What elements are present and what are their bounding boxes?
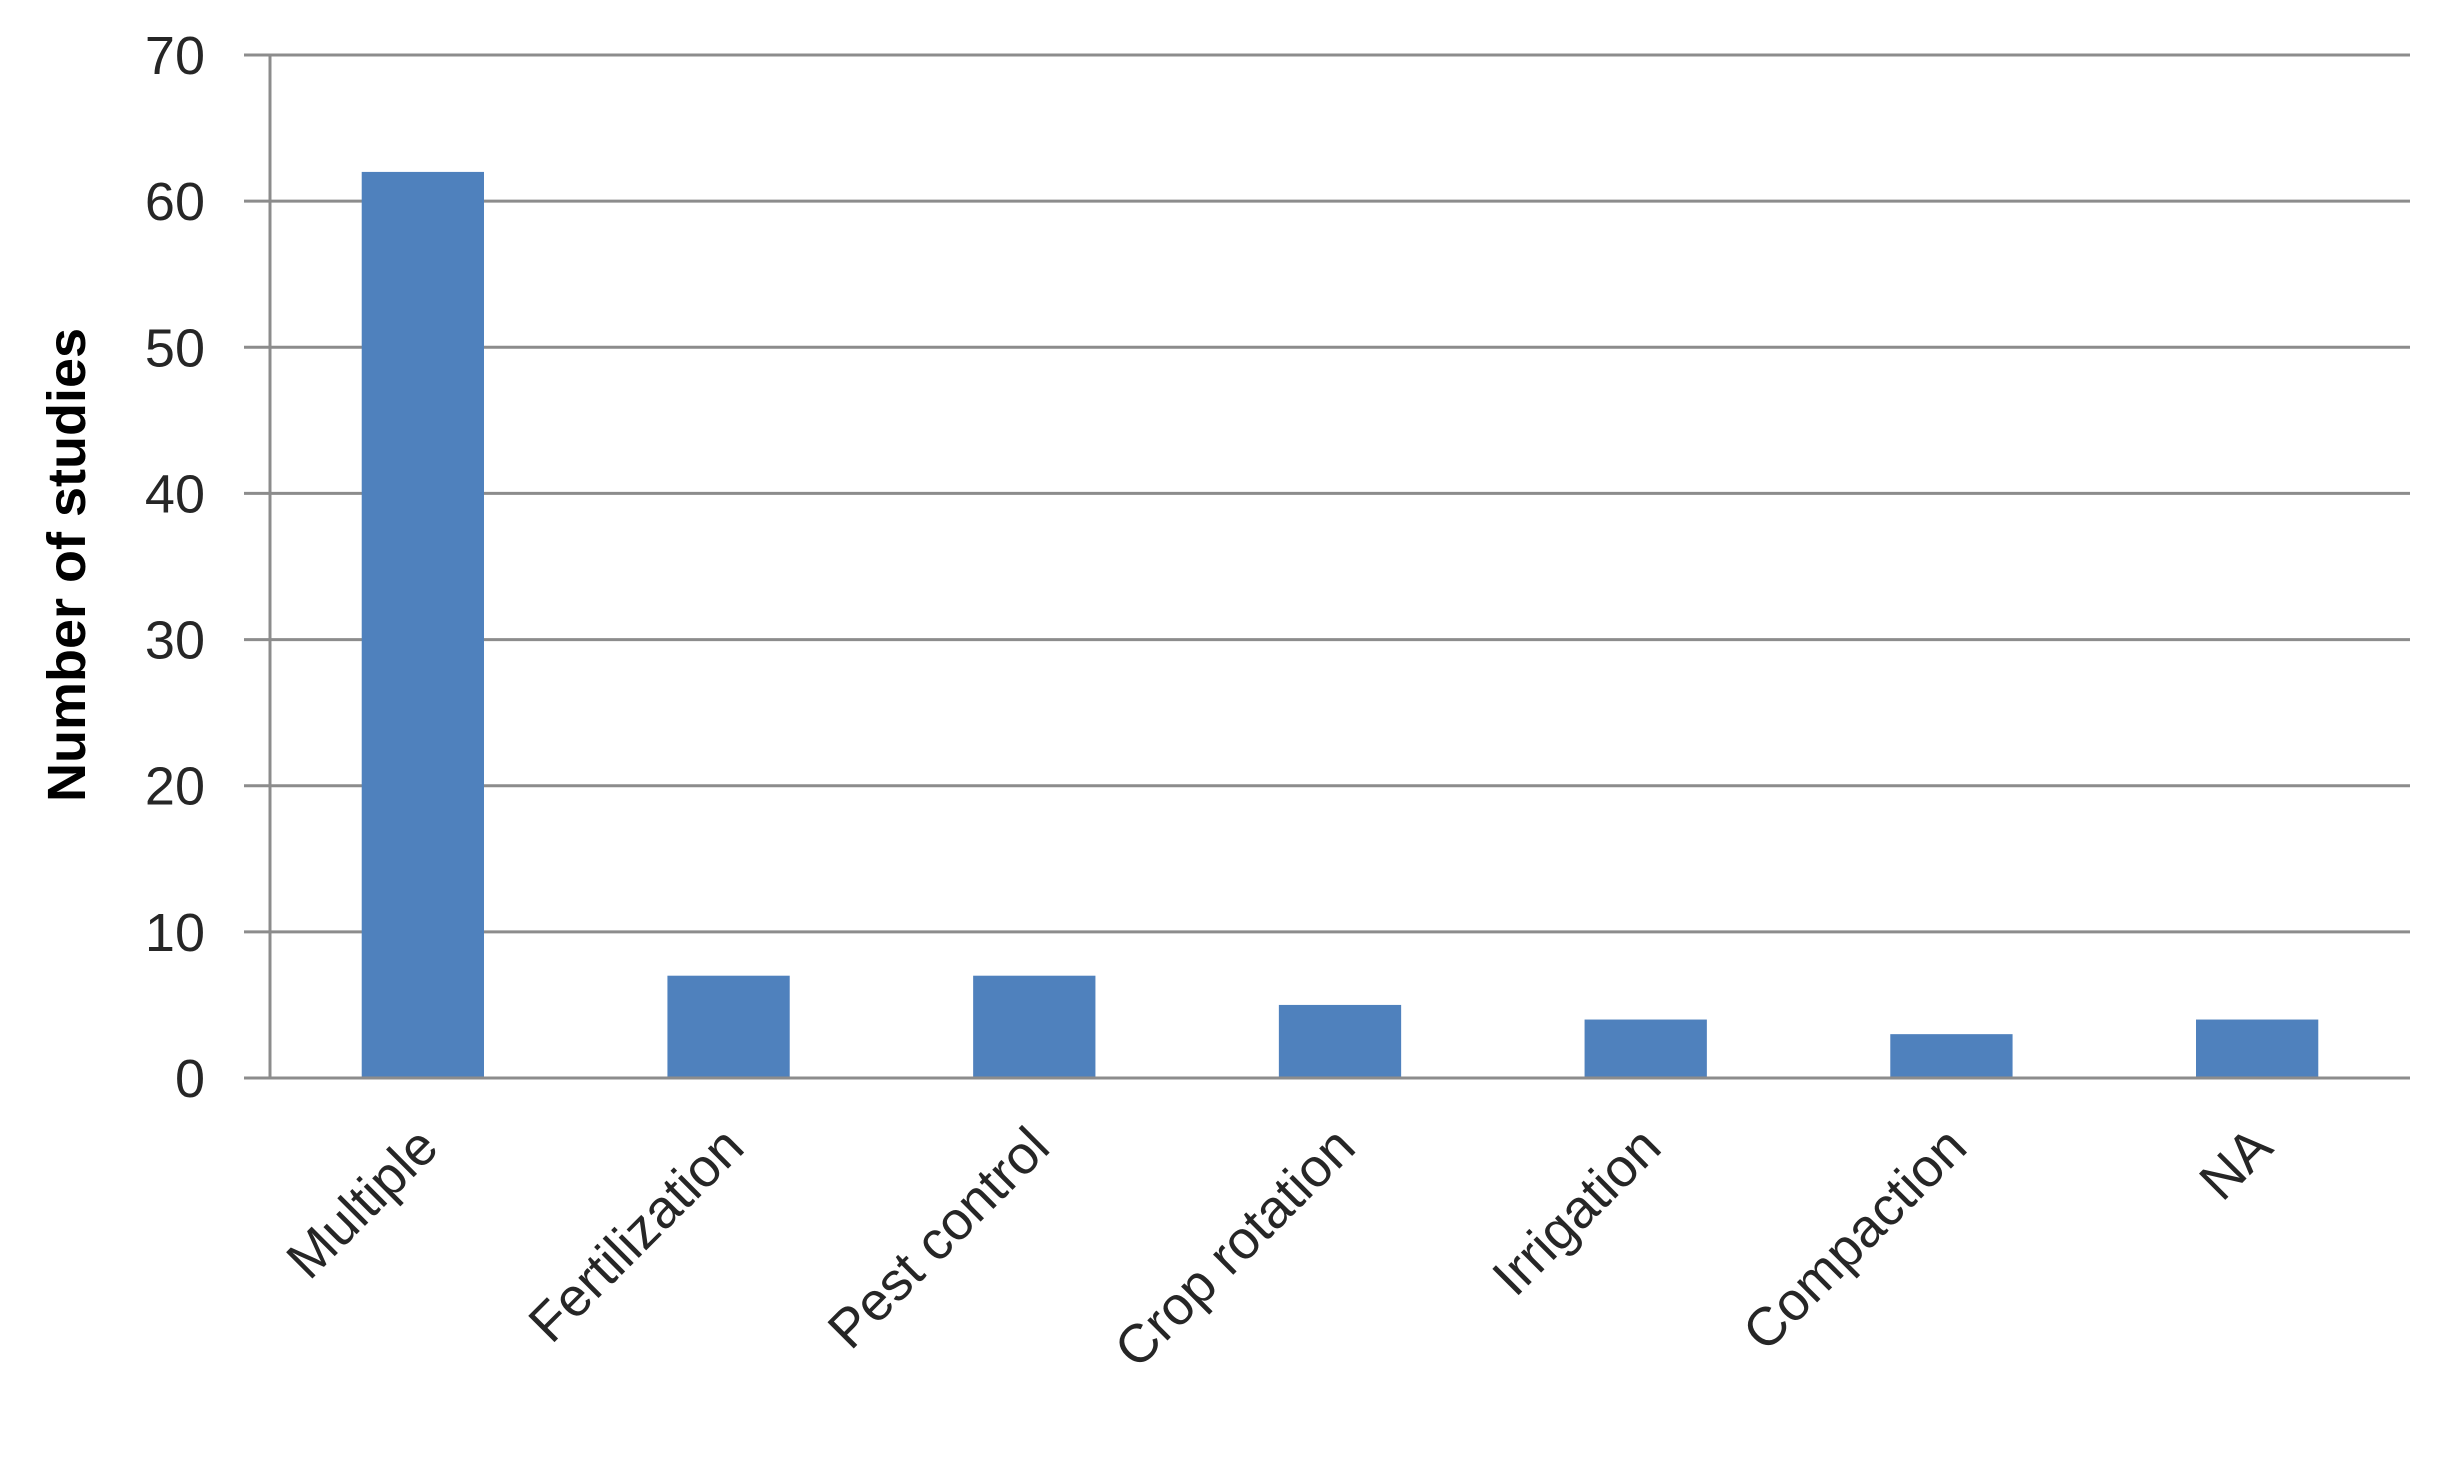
- y-tick-label: 40: [145, 464, 205, 524]
- y-tick-label: 30: [145, 611, 205, 671]
- bar-pest-control: [973, 975, 1096, 1078]
- bar-irrigation: [1584, 1019, 1707, 1078]
- x-tick-label: NA: [2188, 1116, 2283, 1211]
- y-tick-label: 70: [145, 26, 205, 86]
- bar-crop-rotation: [1278, 1004, 1402, 1078]
- bar-compaction: [1890, 1034, 2013, 1078]
- x-tick-label: Crop rotation: [1103, 1116, 1366, 1379]
- x-tick-label: Multiple: [275, 1116, 449, 1290]
- y-tick-label: 20: [145, 757, 205, 817]
- gridlines: [270, 53, 2410, 934]
- x-tick-label: Fertilization: [517, 1116, 755, 1354]
- y-tick-label: 0: [175, 1049, 205, 1109]
- axes: [244, 53, 2410, 1080]
- x-tick-label: Pest control: [817, 1116, 1061, 1360]
- y-axis-title: Number of studies: [37, 328, 97, 802]
- bars: [361, 171, 2319, 1078]
- y-tick-label: 60: [145, 172, 205, 232]
- x-tick-label: Irrigation: [1481, 1116, 1672, 1307]
- bar-multiple: [361, 171, 484, 1078]
- y-tick-label: 50: [145, 318, 205, 378]
- bar-fertilization: [667, 975, 790, 1078]
- bar-na: [2196, 1019, 2319, 1078]
- y-tick-label: 10: [145, 903, 205, 963]
- x-tick-label: Compaction: [1732, 1116, 1978, 1362]
